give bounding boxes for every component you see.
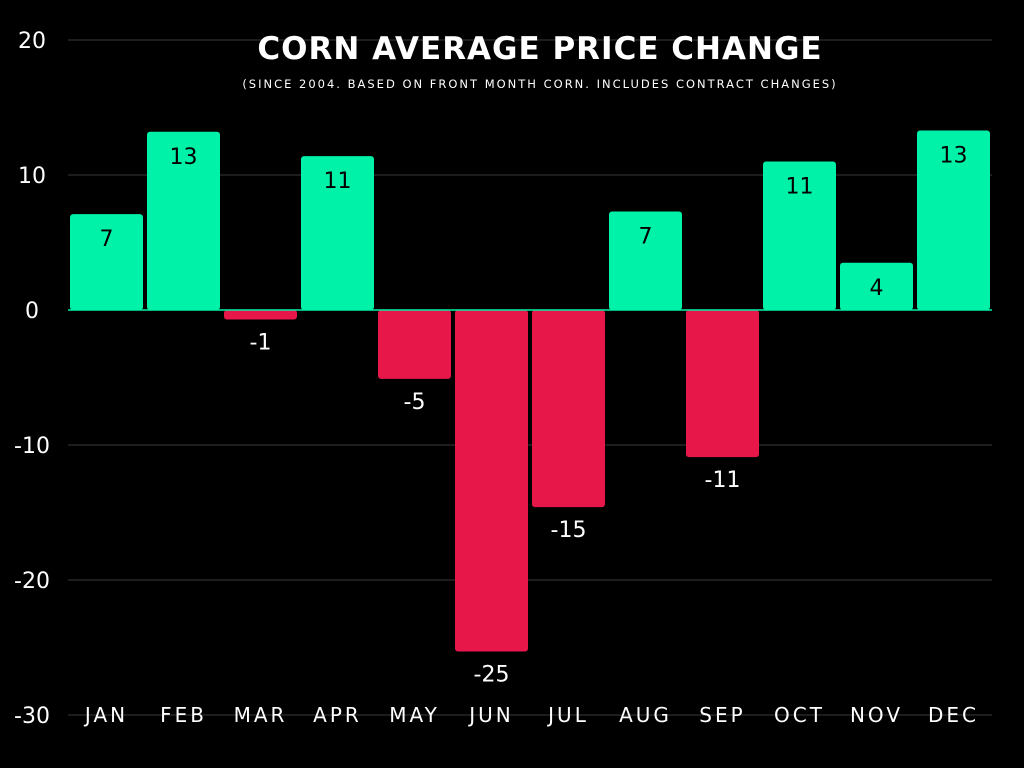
- y-tick-label: -30: [14, 704, 50, 729]
- data-label: 7: [639, 224, 653, 249]
- bar-dec: [917, 130, 990, 310]
- gridlines: [68, 39, 992, 716]
- bar-feb: [147, 131, 220, 310]
- y-tick-label: 20: [18, 29, 46, 54]
- x-tick-label: JAN: [83, 703, 128, 727]
- data-label: 7: [100, 227, 114, 252]
- bar-apr: [301, 156, 374, 310]
- data-label: 11: [324, 169, 352, 194]
- bar-oct: [763, 161, 836, 310]
- data-label: -1: [250, 330, 272, 355]
- x-tick-label: FEB: [160, 703, 207, 727]
- data-labels: 7 13 -1 11 -5 -25 -15 7 -11 11 4 13: [100, 143, 968, 687]
- x-tick-label: DEC: [928, 703, 979, 727]
- data-label: -15: [551, 518, 587, 543]
- bar-jul: [532, 310, 605, 508]
- data-label: 13: [170, 145, 198, 170]
- data-label: 11: [786, 175, 814, 200]
- chart-subtitle: (SINCE 2004. BASED ON FRONT MONTH CORN. …: [242, 77, 837, 91]
- x-tick-label: APR: [313, 703, 362, 727]
- bar-sep: [686, 310, 759, 458]
- x-tick-label: MAY: [389, 703, 440, 727]
- data-label: -25: [474, 663, 510, 688]
- bar-mar: [224, 310, 297, 320]
- x-tick-label: MAR: [234, 703, 288, 727]
- x-tick-label: NOV: [850, 703, 903, 727]
- y-tick-label: 10: [18, 164, 46, 189]
- y-tick-label: -10: [14, 434, 50, 459]
- data-label: 4: [870, 276, 884, 301]
- x-tick-label: AUG: [619, 703, 672, 727]
- x-axis-ticks: JAN FEB MAR APR MAY JUN JUL AUG SEP OCT NOV DEC: [83, 703, 979, 727]
- chart-title: CORN AVERAGE PRICE CHANGE: [257, 31, 822, 67]
- y-axis-ticks: 20 10 0 -10 -20 -30: [14, 29, 50, 729]
- bar-nov: [840, 262, 913, 310]
- data-label: -5: [404, 390, 426, 415]
- x-tick-label: OCT: [774, 703, 825, 727]
- x-tick-label: JUN: [467, 703, 514, 727]
- y-tick-label: 0: [25, 299, 39, 324]
- bar-jun: [455, 310, 528, 652]
- bar-aug: [609, 211, 682, 310]
- data-label: -11: [705, 468, 741, 493]
- bar-may: [378, 310, 451, 379]
- bars: [70, 130, 990, 652]
- y-tick-label: -20: [14, 569, 50, 594]
- data-label: 13: [940, 143, 968, 168]
- x-tick-label: JUL: [546, 703, 589, 727]
- bar-jan: [70, 214, 143, 310]
- x-tick-label: SEP: [699, 703, 745, 727]
